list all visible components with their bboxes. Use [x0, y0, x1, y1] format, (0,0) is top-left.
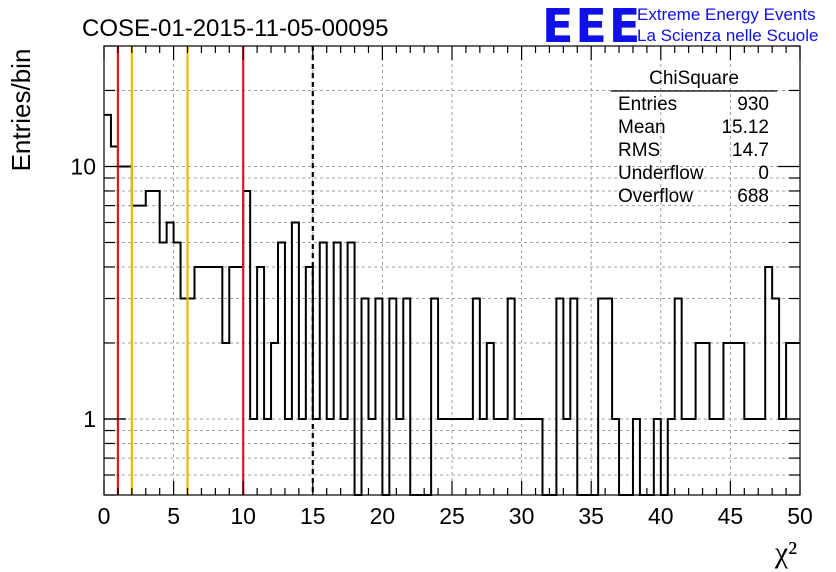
stats-rows: Entries 930 Mean 15.12 RMS 14.7 Underflow 0 Over…: [618, 94, 769, 207]
y-axis-label: Entries/bin: [6, 49, 36, 172]
stats-row-value: 930: [737, 94, 769, 115]
histogram-series: [104, 113, 800, 496]
x-tick-label: 20: [370, 503, 396, 529]
x-tick-label: 15: [300, 503, 326, 529]
plot-frame: [103, 45, 801, 496]
logo-letters: EEE: [542, 0, 642, 53]
stats-row-label: RMS: [618, 140, 660, 161]
x-tick-label: 0: [98, 503, 111, 529]
stats-row-label: Mean: [618, 117, 666, 138]
chart-title: COSE-01-2015-11-05-00095: [82, 15, 388, 42]
x-tick-label: 25: [439, 503, 465, 529]
stats-row-value: 0: [758, 163, 769, 184]
x-tick-label: 30: [509, 503, 535, 529]
stats-row-label: Overflow: [618, 186, 693, 207]
x-tick-label: 5: [167, 503, 180, 529]
stats-row-value: 15.12: [721, 117, 769, 138]
stats-row-value: 14.7: [732, 140, 769, 161]
stats-row-value: 688: [737, 186, 769, 207]
stats-row-label: Entries: [618, 94, 677, 115]
y-tick-label: 1: [83, 406, 96, 432]
x-tick-label: 45: [718, 503, 744, 529]
x-tick-label: 10: [230, 503, 256, 529]
x-tick-label: 40: [648, 503, 674, 529]
reference-lines: [116, 46, 314, 495]
y-axis-tick-labels: 1 10: [70, 153, 96, 432]
axis-ticks: [103, 45, 801, 496]
stats-title: ChiSquare: [649, 68, 739, 89]
logo-line-1: Extreme Energy Events: [637, 5, 816, 24]
y-tick-label: 10: [70, 153, 96, 179]
x-tick-label: 35: [578, 503, 604, 529]
stats-row-label: Underflow: [618, 163, 704, 184]
x-tick-label: 50: [787, 503, 813, 529]
x-axis-tick-labels: 0 5 10 15 20 25 30 35 40 45 50: [98, 503, 813, 529]
logo-line-2: La Scienza nelle Scuole: [637, 26, 818, 45]
stats-box: ChiSquare Entries 930 Mean 15.12 RMS 14.7 Unde…: [611, 68, 777, 207]
x-axis-label: χ²: [774, 536, 797, 569]
histogram-outline: [104, 113, 800, 496]
logo: EEE Extreme Energy Events La Scienza nel…: [542, 0, 818, 53]
